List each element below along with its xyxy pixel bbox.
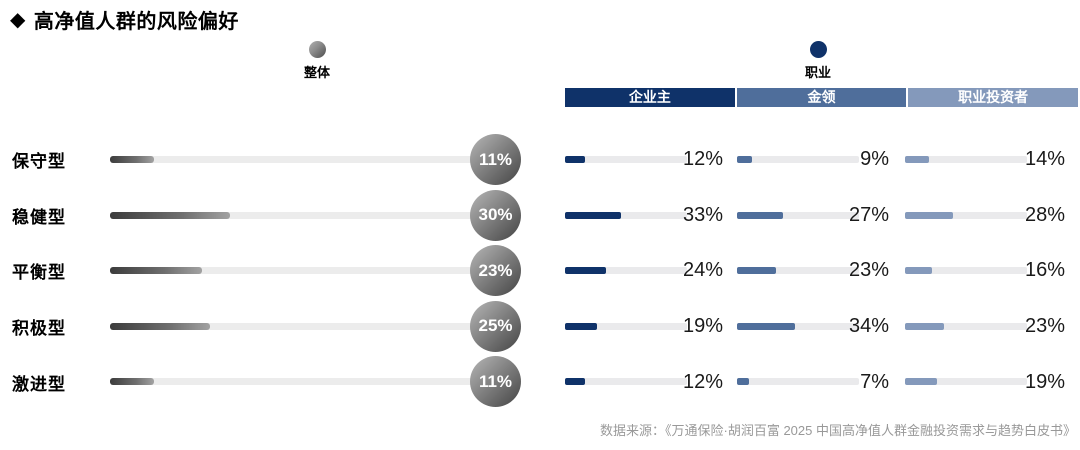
- pro-investor-bar-fill: [905, 322, 945, 330]
- overall-bar-fill: [110, 322, 210, 330]
- occupation-dot-icon: [809, 41, 827, 58]
- gold-collar-value: 27%: [848, 203, 889, 226]
- business-owner-bar-track: [565, 156, 687, 163]
- legend-occupation: 职业: [786, 41, 850, 81]
- gold-collar-bar-fill: [737, 378, 749, 386]
- pro-investor-value: 28%: [1024, 203, 1065, 226]
- overall-bar-fill: [110, 156, 154, 163]
- pro-investor-bar-track: [905, 267, 1027, 275]
- business-owner-value: 24%: [682, 259, 723, 282]
- gold-collar-bar-track: [737, 156, 859, 163]
- column-headers: 企业主 金领 职业投资者: [565, 88, 1079, 107]
- data-source-note: 数据来源：《万通保险·胡润百富 2025 中国高净值人群金融投资需求与趋势白皮书…: [600, 423, 1076, 438]
- pro-investor-value: 23%: [1024, 315, 1065, 338]
- business-owner-bar-fill: [565, 156, 586, 163]
- business-owner-bar-fill: [565, 378, 586, 386]
- gold-collar-value: 9%: [860, 148, 889, 171]
- business-owner-bar-track: [565, 378, 687, 386]
- overall-bar-track: [110, 378, 493, 386]
- business-owner-value: 19%: [682, 315, 723, 338]
- overall-bar-track: [110, 322, 493, 330]
- legend-overall-label: 整体: [303, 65, 330, 80]
- business-owner-bar-track: [565, 267, 687, 275]
- table-row: 保守型 11% 12% 9% 14%: [0, 132, 1080, 188]
- risk-type-label: 积极型: [12, 319, 66, 339]
- gold-collar-value: 7%: [860, 370, 889, 393]
- pro-investor-bar-fill: [905, 211, 953, 219]
- gold-collar-bar-fill: [737, 322, 795, 330]
- column-header-gold-collar: 金领: [736, 88, 907, 107]
- business-owner-bar-track: [565, 322, 687, 330]
- business-owner-bar-track: [565, 211, 687, 219]
- pro-investor-value: 14%: [1024, 148, 1065, 171]
- overall-bar-track: [110, 211, 493, 219]
- risk-type-label: 稳健型: [12, 207, 66, 227]
- table-row: 激进型 11% 12% 7% 19%: [0, 354, 1080, 410]
- gold-collar-bar-fill: [737, 211, 783, 219]
- risk-type-label: 平衡型: [12, 263, 66, 283]
- overall-value-badge: 30%: [470, 189, 521, 241]
- column-header-pro-investor: 职业投资者: [908, 88, 1079, 107]
- overall-bar-fill: [110, 378, 154, 386]
- pro-investor-bar-track: [905, 378, 1027, 386]
- pro-investor-bar-fill: [905, 156, 929, 163]
- overall-value-badge: 25%: [470, 300, 521, 352]
- legend-overall: 整体: [285, 41, 349, 81]
- business-owner-bar-fill: [565, 322, 598, 330]
- gold-collar-bar-fill: [737, 267, 777, 275]
- business-owner-value: 12%: [682, 370, 723, 393]
- overall-bar-track: [110, 156, 493, 163]
- legend-occupation-label: 职业: [804, 65, 831, 80]
- gold-collar-bar-fill: [737, 156, 753, 163]
- pro-investor-value: 16%: [1024, 259, 1065, 282]
- business-owner-bar-fill: [565, 211, 622, 219]
- chart-rows: 保守型 11% 12% 9% 14% 稳健型 30%: [0, 132, 1080, 410]
- pro-investor-bar-track: [905, 156, 1027, 163]
- gold-collar-bar-track: [737, 211, 859, 219]
- table-row: 稳健型 30% 33% 27% 28%: [0, 188, 1080, 244]
- column-header-business-owner: 企业主: [565, 88, 735, 107]
- pro-investor-bar-track: [905, 211, 1027, 219]
- overall-value-badge: 11%: [470, 134, 521, 185]
- pro-investor-value: 19%: [1024, 370, 1065, 393]
- gold-collar-bar-track: [737, 267, 859, 275]
- business-owner-value: 12%: [682, 148, 723, 171]
- page-title-text: 高净值人群的风险偏好: [33, 11, 239, 33]
- gold-collar-value: 34%: [848, 315, 889, 338]
- business-owner-value: 33%: [682, 203, 723, 226]
- table-row: 积极型 25% 19% 34% 23%: [0, 299, 1080, 355]
- pro-investor-bar-track: [905, 322, 1027, 330]
- pro-investor-bar-fill: [905, 267, 933, 275]
- overall-value-badge: 11%: [470, 356, 521, 408]
- overall-bar-fill: [110, 211, 230, 219]
- overall-value-badge: 23%: [470, 245, 521, 297]
- gold-collar-bar-track: [737, 378, 859, 386]
- pro-investor-bar-fill: [905, 378, 938, 386]
- risk-type-label: 保守型: [12, 152, 66, 172]
- gold-collar-bar-track: [737, 322, 859, 330]
- page-title: ◆ 高净值人群的风险偏好: [10, 5, 239, 34]
- overall-dot-icon: [308, 41, 326, 58]
- overall-bar-fill: [110, 267, 202, 275]
- overall-bar-track: [110, 267, 493, 275]
- gold-collar-value: 23%: [848, 259, 889, 282]
- diamond-icon: ◆: [10, 9, 26, 31]
- risk-type-label: 激进型: [12, 374, 66, 394]
- business-owner-bar-fill: [565, 267, 606, 275]
- table-row: 平衡型 23% 24% 23% 16%: [0, 243, 1080, 299]
